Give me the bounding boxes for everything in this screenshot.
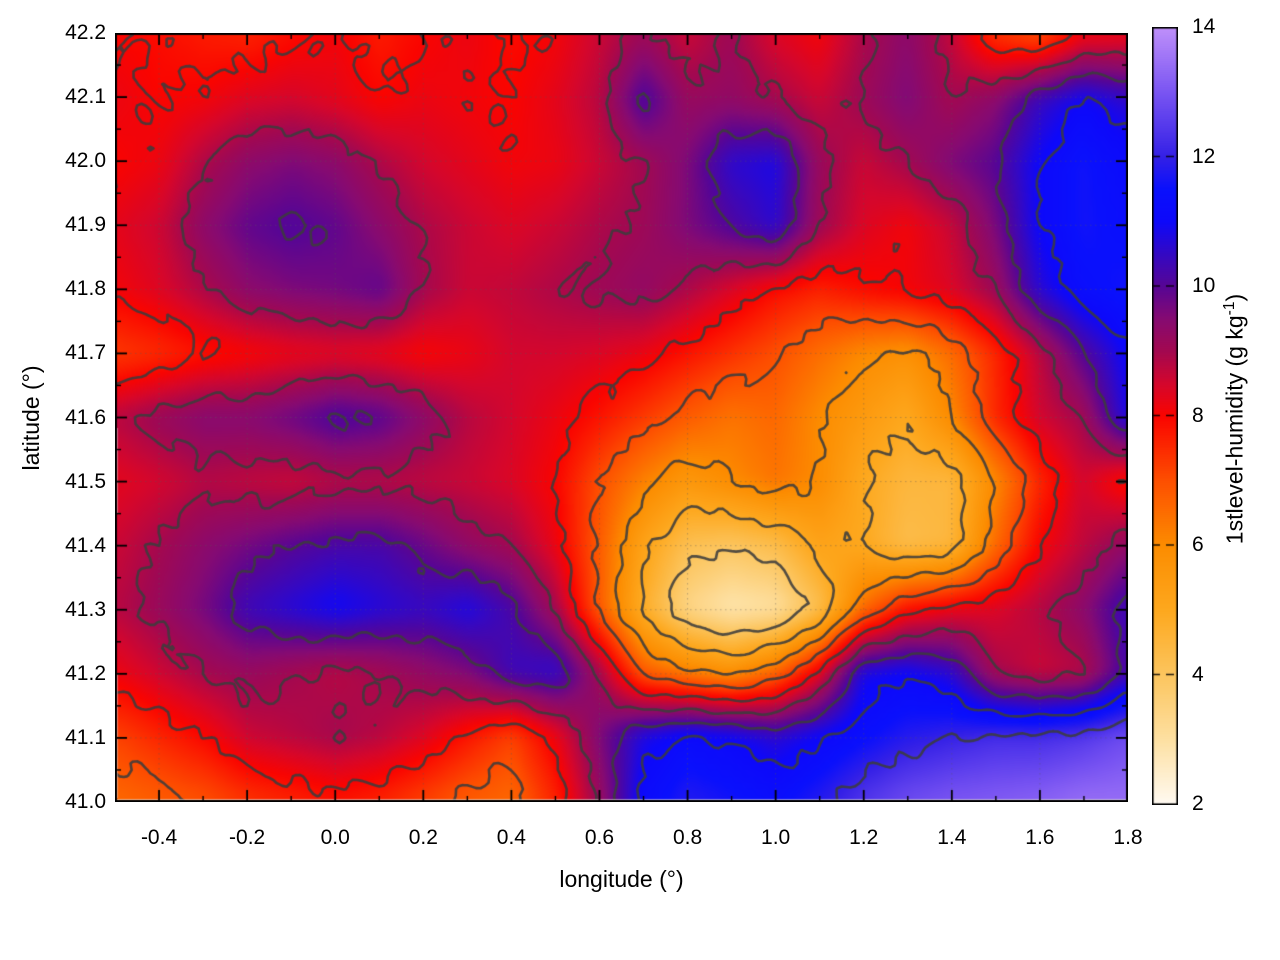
y-tick-label: 41.9 [65,213,106,237]
x-tick-label: 1.2 [849,826,879,849]
y-tick-label: 41.7 [65,341,106,365]
x-tick-label: 1.4 [937,826,967,849]
x-tick-label: 1.0 [761,826,791,849]
y-tick-label: 41.6 [65,405,106,429]
x-tick-label: 1.8 [1113,826,1143,849]
y-tick-label: 41.8 [65,277,106,301]
x-tick-label: 0.8 [672,826,703,849]
colorbar-tick-label: 14 [1192,15,1216,38]
x-tick-label: -0.2 [229,826,266,849]
y-tick-label: 42.0 [65,149,106,173]
colorbar-tick-label: 12 [1192,144,1216,168]
colorbar-tick-label: 8 [1192,403,1204,427]
colorbar-tick-label: 6 [1192,533,1204,556]
x-tick-label: 0.2 [408,826,438,849]
x-tick-label: 0.4 [496,826,526,849]
y-tick-label: 41.3 [65,597,106,621]
y-tick-label: 42.1 [65,85,106,109]
y-tick-label: 41.5 [65,469,106,493]
colorbar-tick-label: 10 [1192,274,1216,297]
y-tick-label: 41.0 [65,790,106,813]
y-tick-label: 42.2 [65,21,106,44]
y-tick-label: 41.2 [65,661,106,685]
y-tick-label: 41.1 [65,725,106,749]
x-tick-label: 1.6 [1025,826,1055,849]
colorbar-tick-label: 4 [1192,662,1204,686]
colorbar-canvas [1152,27,1178,805]
x-tick-label: 0.0 [320,826,350,849]
x-axis-label: longitude (°) [559,866,684,892]
x-tick-label: 0.6 [584,826,615,849]
colorbar-label-text: 1stlevel-humidity (g kg [1221,315,1248,545]
colorbar-tick-label: 2 [1192,792,1204,815]
x-tick-label: -0.4 [140,826,178,849]
y-tick-label: 41.4 [65,533,106,557]
colorbar-label-superscript: -1 [1221,301,1238,316]
heatmap-plot-canvas [115,33,1128,802]
